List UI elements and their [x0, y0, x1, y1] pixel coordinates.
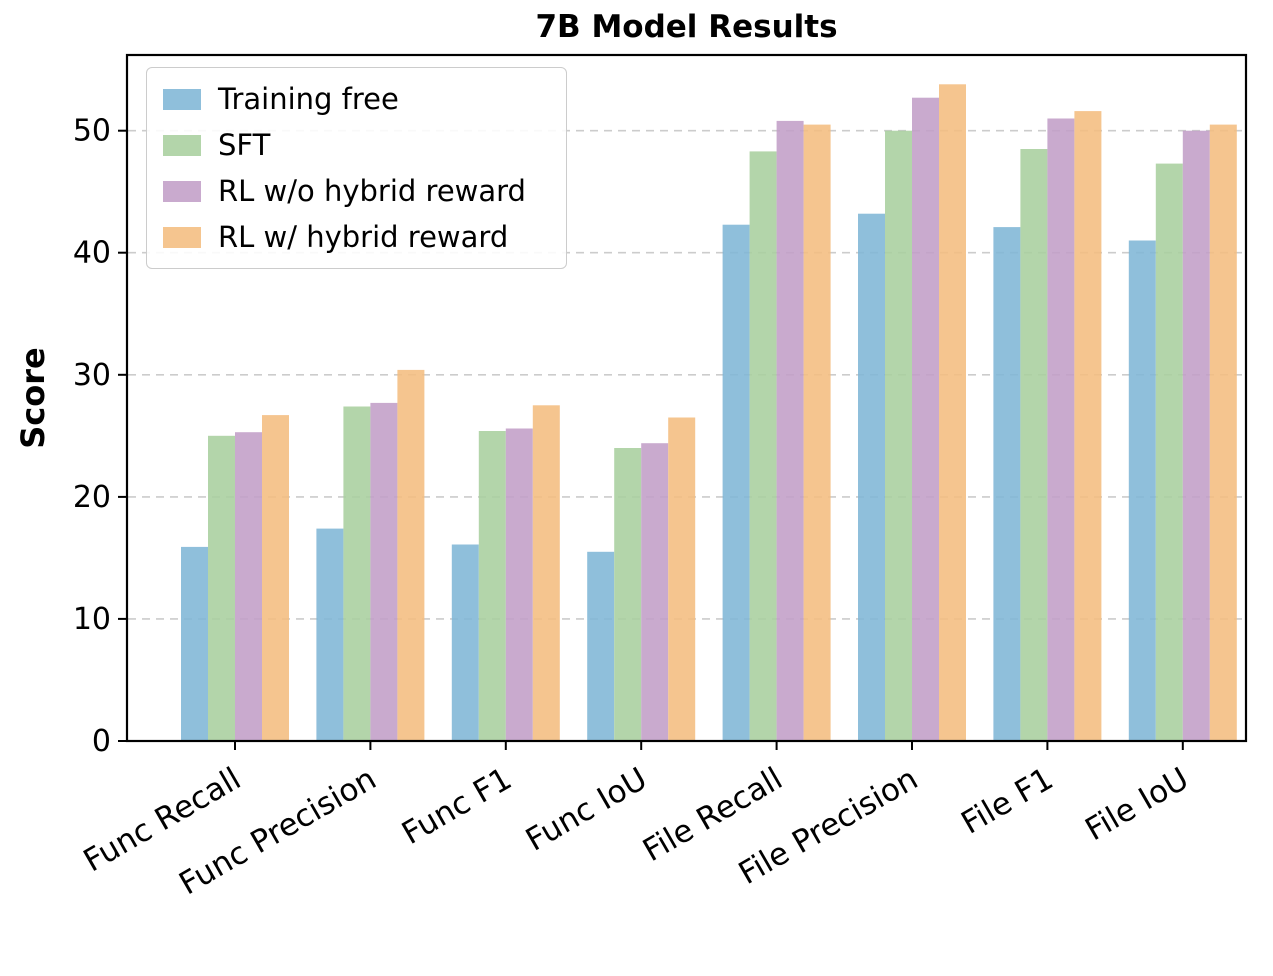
legend: Training free SFT RL w/o hybrid reward RL w…: [146, 67, 567, 269]
plot-frame: [125, 53, 1248, 743]
x-tick-label-Func F1: Func F1: [396, 761, 518, 852]
bar-File Recall-Training free: [722, 224, 750, 741]
bar-Func IoU-SFT: [614, 448, 642, 741]
bar-Func IoU-RL w/ hybrid reward: [668, 417, 696, 741]
legend-label: RL w/ hybrid reward: [218, 220, 509, 254]
x-tick-label-Func IoU: Func IoU: [520, 761, 653, 859]
bar-Func Precision-Training free: [316, 528, 344, 741]
y-axis-label: Score: [14, 347, 52, 449]
bar-Func Recall-RL w/o hybrid reward: [235, 432, 262, 741]
bar-Func Precision-RL w/o hybrid reward: [370, 402, 398, 741]
y-tick-label-50: 50: [73, 114, 111, 149]
bar-Func Precision-SFT: [343, 406, 371, 741]
bar-File F1-RL w/o hybrid reward: [1047, 118, 1075, 741]
legend-item: Training free: [163, 82, 526, 116]
legend-item: RL w/o hybrid reward: [163, 174, 526, 208]
y-tick-label-10: 10: [73, 602, 111, 637]
bar-File Recall-RL w/ hybrid reward: [803, 124, 831, 742]
bar-File Recall-SFT: [749, 151, 777, 741]
bar-Func F1-SFT: [478, 431, 506, 741]
bar-Func Recall-Training free: [181, 546, 208, 741]
legend-label: RL w/o hybrid reward: [218, 174, 526, 208]
bar-File F1-Training free: [993, 227, 1021, 742]
legend-item: SFT: [163, 128, 526, 162]
x-tick-label-File F1: File F1: [955, 761, 1059, 842]
bar-Func Precision-RL w/ hybrid reward: [397, 369, 425, 741]
legend-swatch: [163, 88, 201, 110]
y-tick-label-40: 40: [73, 236, 111, 271]
bar-File Precision-SFT: [885, 130, 912, 741]
bar-Func F1-RL w/o hybrid reward: [505, 428, 533, 741]
bar-Func Recall-RL w/ hybrid reward: [262, 415, 289, 741]
bar-Func Recall-SFT: [208, 435, 235, 741]
legend-swatch: [163, 134, 201, 156]
y-tick-label-30: 30: [73, 358, 111, 393]
bar-File Recall-RL w/o hybrid reward: [776, 120, 804, 741]
bar-Func IoU-Training free: [587, 551, 615, 741]
bar-File Precision-Training free: [858, 213, 885, 741]
bar-Func F1-RL w/ hybrid reward: [532, 405, 560, 741]
legend-swatch: [163, 180, 201, 202]
bar-File IoU-Training free: [1128, 240, 1156, 741]
bar-File IoU-RL w/ hybrid reward: [1209, 124, 1237, 742]
bar-File F1-SFT: [1020, 149, 1048, 741]
bar-File IoU-RL w/o hybrid reward: [1182, 130, 1210, 741]
y-tick-label-0: 0: [92, 724, 111, 759]
legend-label: SFT: [218, 128, 271, 162]
bar-File Precision-RL w/ hybrid reward: [939, 84, 966, 742]
legend-item: RL w/ hybrid reward: [163, 220, 526, 254]
bar-Func F1-Training free: [451, 544, 479, 741]
y-tick-label-20: 20: [73, 480, 111, 515]
legend-swatch: [163, 226, 201, 248]
bar-Func IoU-RL w/o hybrid reward: [641, 443, 669, 741]
legend-label: Training free: [218, 82, 399, 116]
x-tick-label-File IoU: File IoU: [1079, 761, 1194, 848]
bar-File F1-RL w/ hybrid reward: [1074, 111, 1102, 742]
bar-File IoU-SFT: [1155, 163, 1183, 742]
bar-File Precision-RL w/o hybrid reward: [912, 97, 939, 741]
chart-title: 7B Model Results: [535, 9, 838, 45]
